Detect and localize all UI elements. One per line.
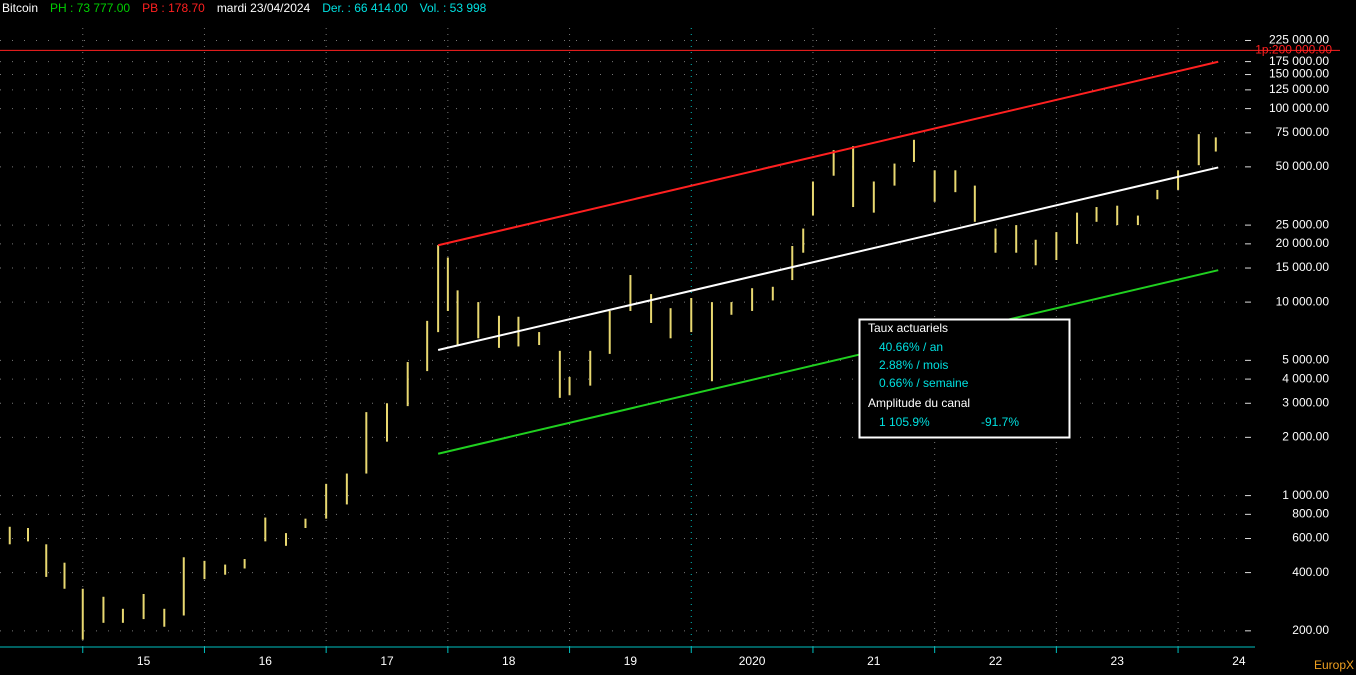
brand: EuropX bbox=[1314, 658, 1354, 672]
y-tick-label: 15 000.00 bbox=[1276, 260, 1330, 274]
y-tick-label: 4 000.00 bbox=[1282, 371, 1329, 385]
plot bbox=[8, 60, 1219, 640]
y-tick-label: 50 000.00 bbox=[1276, 159, 1330, 173]
y-tick-label: 100 000.00 bbox=[1269, 101, 1329, 115]
header-item: mardi 23/04/2024 bbox=[216, 1, 311, 15]
y-tick-label: 25 000.00 bbox=[1276, 217, 1330, 231]
info-title: Taux actuariels bbox=[868, 321, 948, 335]
x-tick-label: 2020 bbox=[739, 654, 766, 668]
x-tick-label: 17 bbox=[380, 654, 394, 668]
info-rate: 0.66% / semaine bbox=[879, 376, 969, 390]
x-tick-label: 18 bbox=[502, 654, 516, 668]
y-tick-label: 5 000.00 bbox=[1282, 353, 1329, 367]
y-tick-label: 600.00 bbox=[1292, 531, 1329, 545]
overlay: Taux actuariels 40.66% / an 2.88% / mois 0.… bbox=[858, 318, 1071, 439]
header-item: Der. : 66 414.00 bbox=[322, 1, 408, 15]
info-amplitude: -91.7% bbox=[981, 415, 1019, 429]
y-tick-label: 175 000.00 bbox=[1269, 54, 1329, 68]
y-tick-label: 20 000.00 bbox=[1276, 236, 1330, 250]
header-item: Vol. : 53 998 bbox=[419, 1, 487, 15]
channel-line bbox=[437, 269, 1219, 455]
y-tick-label: 1 000.00 bbox=[1282, 488, 1329, 502]
y-tick-label: 75 000.00 bbox=[1276, 125, 1330, 139]
header-item: PB : 178.70 bbox=[142, 1, 205, 15]
header-item: PH : 73 777.00 bbox=[50, 1, 131, 15]
x-tick-label: 24 bbox=[1232, 654, 1246, 668]
y-tick-label: 225 000.00 bbox=[1269, 33, 1329, 47]
y-tick-label: 400.00 bbox=[1292, 565, 1329, 579]
y-tick-label: 2 000.00 bbox=[1282, 430, 1329, 444]
y-tick-label: 3 000.00 bbox=[1282, 395, 1329, 409]
x-tick-label: 23 bbox=[1111, 654, 1125, 668]
y-tick-label: 150 000.00 bbox=[1269, 67, 1329, 81]
y-tick-label: 800.00 bbox=[1292, 507, 1329, 521]
header-item: Bitcoin bbox=[2, 1, 39, 15]
x-tick-label: 22 bbox=[989, 654, 1003, 668]
y-tick-label: 125 000.00 bbox=[1269, 82, 1329, 96]
x-tick-label: 16 bbox=[259, 654, 273, 668]
info-amplitude: 1 105.9% bbox=[879, 415, 930, 429]
info-box bbox=[858, 318, 1071, 439]
channel-line bbox=[437, 60, 1219, 247]
info-rate: 40.66% / an bbox=[879, 340, 943, 354]
info-amplitude-title: Amplitude du canal bbox=[868, 396, 970, 410]
x-tick-label: 15 bbox=[137, 654, 151, 668]
header: Bitcoin PH : 73 777.00 PB : 178.70 mardi 23… bbox=[2, 1, 498, 15]
x-tick-label: 21 bbox=[867, 654, 881, 668]
y-tick-label: 10 000.00 bbox=[1276, 294, 1330, 308]
y-tick-label: 200.00 bbox=[1292, 623, 1329, 637]
x-tick-label: 19 bbox=[624, 654, 638, 668]
info-rate: 2.88% / mois bbox=[879, 358, 948, 372]
reference-label: 1p:200 000.00 bbox=[1255, 43, 1332, 57]
channel-line bbox=[437, 166, 1219, 351]
